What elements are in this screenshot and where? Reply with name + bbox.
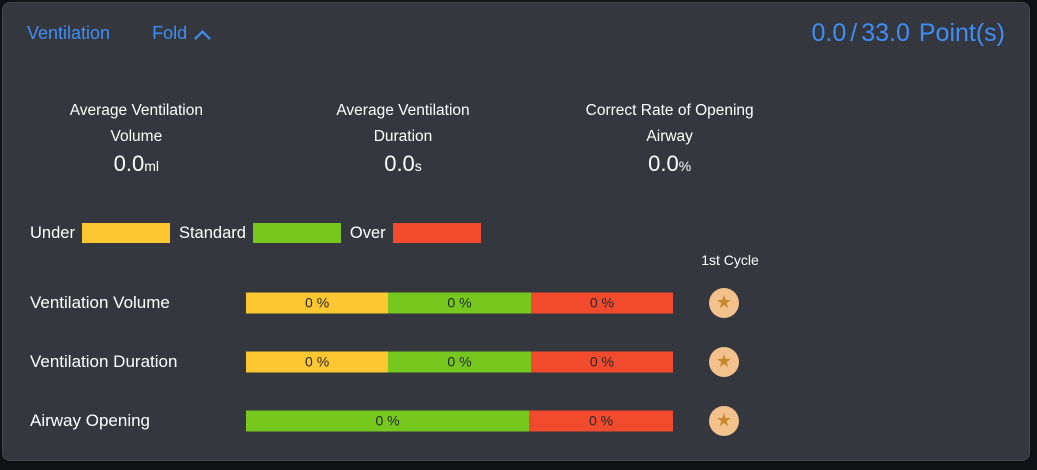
stat-correct-rate-opening-airway: Correct Rate of Opening Airway 0.0% <box>536 98 803 177</box>
bar-segment-over: 0 % <box>529 410 673 431</box>
stacked-bar: 0 % 0 % <box>246 410 673 431</box>
bar-segment-under: 0 % <box>246 351 389 372</box>
stat-value: 0.0 <box>384 151 415 176</box>
ventilation-panel: Ventilation Fold 0.0 / 33.0 Point(s) Ave… <box>2 2 1030 461</box>
score-unit: Point(s) <box>918 19 1005 47</box>
stat-label-line2: Volume <box>110 128 163 145</box>
bar-segment-standard: 0 % <box>246 410 530 431</box>
row-label: Airway Opening <box>30 410 151 430</box>
row-airway-opening: Airway Opening 0 % 0 % ★ <box>3 391 1029 450</box>
stacked-bar: 0 % 0 % 0 % <box>246 351 673 372</box>
legend: Under Standard Over <box>30 223 1029 243</box>
cycle-star-badge: ★ <box>709 405 739 436</box>
stats-row: Average Ventilation Volume 0.0ml Average… <box>3 98 803 177</box>
panel-title: Ventilation <box>27 23 111 43</box>
metric-rows: Ventilation Volume 0 % 0 % 0 % ★ Ventila… <box>3 273 1029 450</box>
legend-swatch-under <box>81 223 170 243</box>
stat-value: 0.0 <box>113 151 145 176</box>
legend-swatch-standard <box>252 223 341 243</box>
panel-header: Ventilation Fold 0.0 / 33.0 Point(s) <box>3 3 1029 48</box>
row-label: Ventilation Duration <box>30 351 178 371</box>
score-current: 0.0 <box>811 19 847 47</box>
stat-unit: ml <box>144 158 160 174</box>
score-total: 33.0 <box>861 19 910 47</box>
stat-label-line1: Average Ventilation <box>336 102 470 119</box>
stacked-bar: 0 % 0 % 0 % <box>246 292 673 313</box>
legend-label-standard: Standard <box>178 223 246 242</box>
stat-label-line2: Airway <box>646 128 693 145</box>
stat-average-ventilation-duration: Average Ventilation Duration 0.0s <box>270 98 537 177</box>
cycle-column-header: 1st Cycle <box>701 252 759 268</box>
row-ventilation-duration: Ventilation Duration 0 % 0 % 0 % ★ <box>3 332 1029 391</box>
stat-label-line2: Duration <box>373 128 433 145</box>
cycle-star-badge: ★ <box>709 346 739 377</box>
stat-unit: % <box>678 158 692 174</box>
legend-label-over: Over <box>349 223 386 242</box>
row-label: Ventilation Volume <box>30 292 170 312</box>
bar-segment-under: 0 % <box>246 292 389 313</box>
stat-unit: s <box>414 158 422 174</box>
score-separator: / <box>850 19 858 47</box>
star-icon: ★ <box>715 291 733 312</box>
stat-label-line1: Average Ventilation <box>69 102 203 119</box>
bar-segment-standard: 0 % <box>388 292 531 313</box>
score-display: 0.0 / 33.0 Point(s) <box>811 19 1005 48</box>
fold-label: Fold <box>152 23 188 43</box>
stat-average-ventilation-volume: Average Ventilation Volume 0.0ml <box>3 98 270 177</box>
legend-label-under: Under <box>30 223 75 242</box>
stat-label-line1: Correct Rate of Opening <box>585 102 754 119</box>
row-ventilation-volume: Ventilation Volume 0 % 0 % 0 % ★ <box>3 273 1029 332</box>
cycle-star-badge: ★ <box>709 287 739 318</box>
bar-segment-over: 0 % <box>530 351 673 372</box>
chevron-up-icon <box>194 29 211 40</box>
bar-segment-over: 0 % <box>530 292 673 313</box>
fold-toggle[interactable]: Fold <box>152 23 211 44</box>
bar-segment-standard: 0 % <box>388 351 531 372</box>
star-icon: ★ <box>715 409 733 430</box>
legend-swatch-over <box>392 223 481 243</box>
stat-value: 0.0 <box>648 151 679 176</box>
star-icon: ★ <box>715 350 733 371</box>
